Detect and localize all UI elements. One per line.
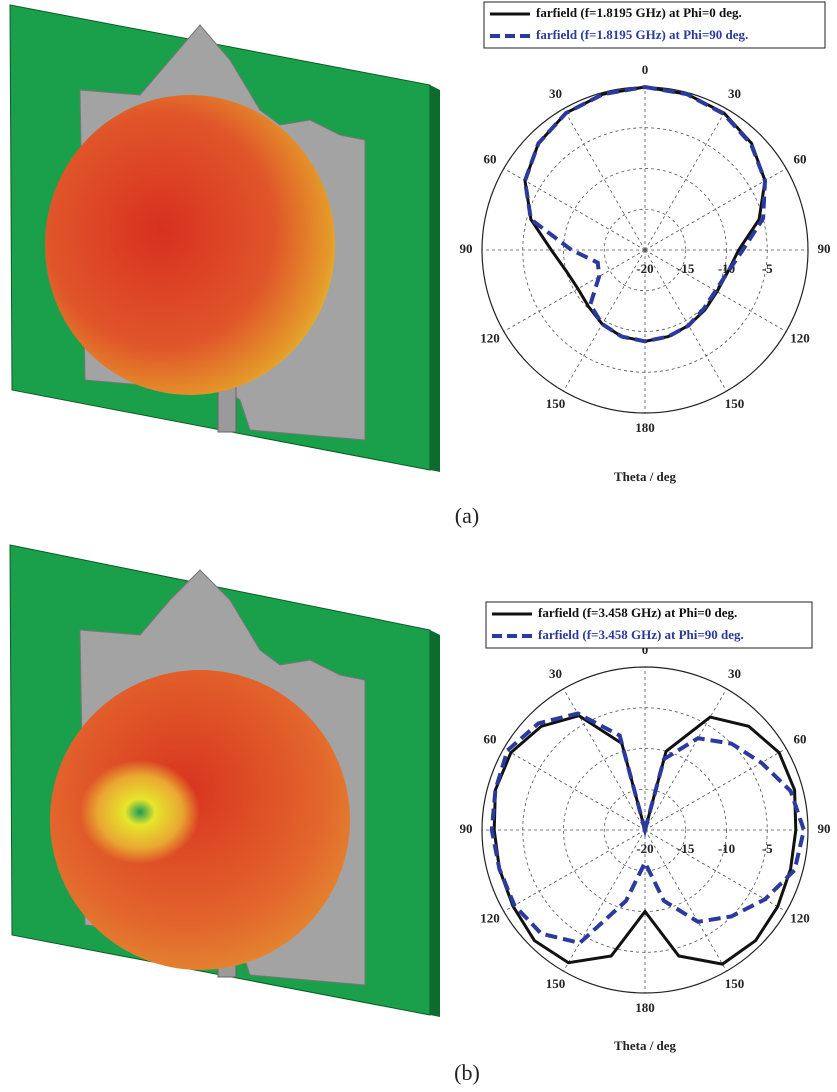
angle-tick-label: 90 — [460, 241, 473, 256]
axis-label: Theta / deg — [614, 469, 677, 484]
angle-tick-label: 30 — [728, 86, 741, 101]
angle-tick-label: 150 — [546, 976, 566, 991]
radial-tick-label: -10 — [718, 841, 735, 856]
angle-tick-label: 0 — [642, 62, 649, 77]
angle-tick-label: 120 — [480, 910, 500, 925]
angle-tick-label: 180 — [635, 1000, 655, 1015]
radial-tick-label: -15 — [677, 841, 695, 856]
angle-tick-label: 60 — [483, 151, 496, 166]
angle-tick-label: 90 — [818, 821, 831, 836]
legend-label: farfield (f=1.8195 GHz) at Phi=0 deg. — [536, 5, 742, 20]
angle-tick-label: 120 — [790, 910, 810, 925]
angle-tick-label: 60 — [794, 151, 807, 166]
radial-tick-label: -20 — [636, 841, 653, 856]
legend-label: farfield (f=1.8195 GHz) at Phi=90 deg. — [536, 27, 748, 42]
radial-tick-label: -5 — [762, 261, 773, 276]
angle-tick-label: 120 — [790, 330, 810, 345]
angle-tick-label: 90 — [818, 241, 831, 256]
angle-tick-label: 30 — [549, 666, 562, 681]
angle-tick-label: 150 — [725, 396, 745, 411]
radial-tick-label: -20 — [636, 261, 653, 276]
angle-tick-label: 30 — [549, 86, 562, 101]
radial-tick-label: -5 — [762, 841, 773, 856]
legend-label: farfield (f=3.458 GHz) at Phi=0 deg. — [538, 605, 737, 620]
antenna-render-b — [10, 545, 440, 1017]
figure: 0 30 60 90 120 150 180 150 120 90 60 30 -20 -15 -10 -5 f… — [0, 0, 837, 1092]
angle-tick-label: 150 — [546, 396, 566, 411]
panel-caption: (a) — [455, 503, 479, 528]
angle-tick-label: 150 — [725, 976, 745, 991]
antenna-render-a — [10, 5, 440, 472]
legend-label: farfield (f=3.458 GHz) at Phi=90 deg. — [538, 627, 744, 642]
radial-tick-label: -15 — [677, 261, 695, 276]
angle-tick-label: 30 — [728, 666, 741, 681]
angle-tick-label: 120 — [480, 330, 500, 345]
angle-tick-label: 180 — [635, 420, 655, 435]
panel-caption: (b) — [454, 1060, 480, 1085]
angle-tick-label: 60 — [483, 731, 496, 746]
angle-tick-label: 90 — [460, 821, 473, 836]
angle-tick-label: 60 — [794, 731, 807, 746]
axis-label: Theta / deg — [614, 1038, 677, 1053]
